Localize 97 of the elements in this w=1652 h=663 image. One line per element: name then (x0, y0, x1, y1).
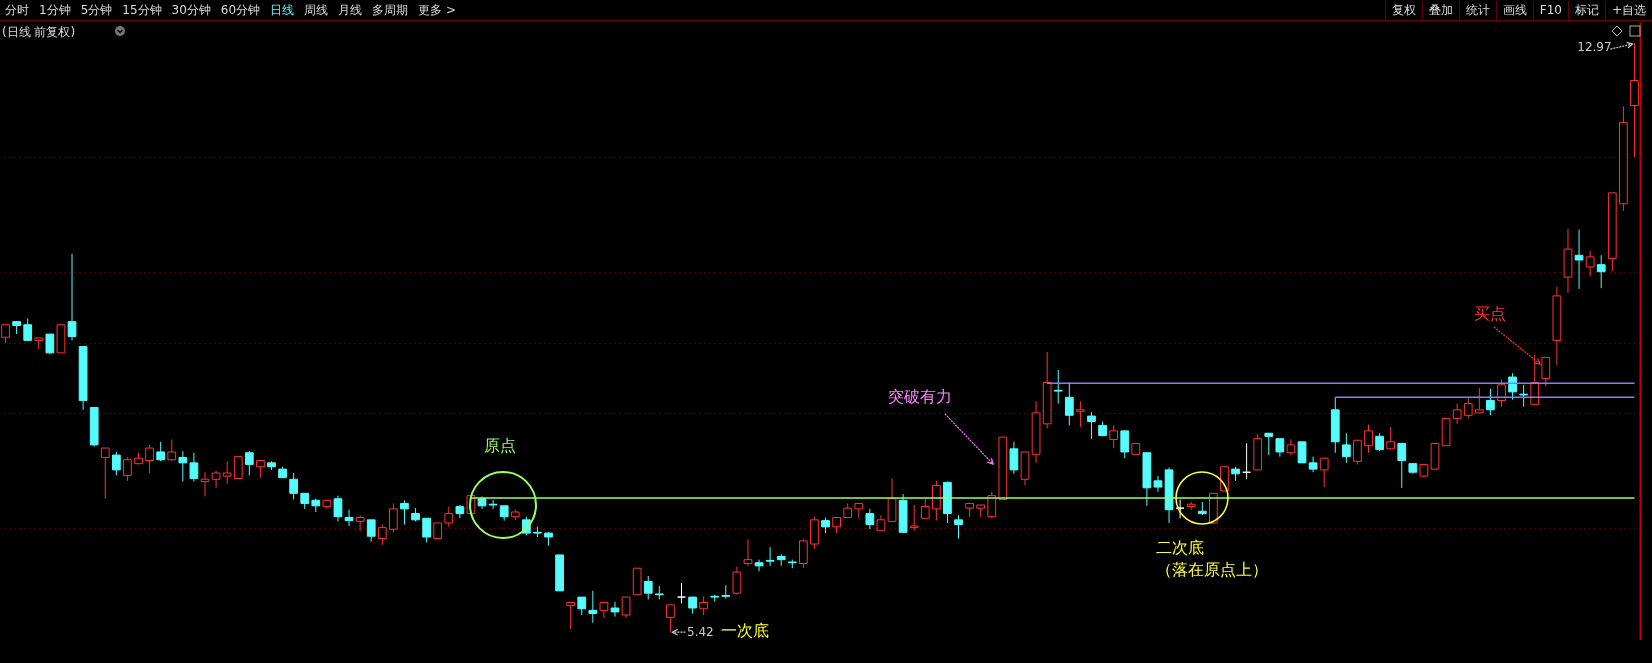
candlestick (1519, 384, 1529, 408)
candlestick (389, 502, 398, 533)
text: 叠加 (1421, 0, 1459, 20)
candlestick (1087, 411, 1096, 440)
candlestick (289, 472, 299, 501)
text: +自选 (1604, 0, 1652, 20)
candlestick (222, 460, 232, 485)
text: 5分钟 (79, 1, 114, 19)
candlestick (1064, 382, 1074, 426)
candlestick (1364, 424, 1373, 454)
text: 月线 (337, 1, 364, 19)
candlestick (422, 517, 431, 543)
text: 60分钟 (219, 1, 262, 19)
annotation: 买点 (1474, 303, 1506, 325)
annotation: 一次底 (721, 620, 769, 642)
annotation: 二次底 (1156, 537, 1204, 559)
annotation: 5.42 (687, 625, 714, 640)
candlestick (1153, 475, 1163, 493)
text: 标记 (1567, 0, 1605, 20)
candlestick (488, 499, 498, 510)
candlestick (211, 470, 221, 489)
candlestick (610, 601, 620, 618)
candlestick (377, 524, 387, 546)
candlestick (156, 441, 166, 462)
text: 日线 (269, 1, 296, 19)
candlestick (1109, 424, 1119, 449)
text: 画线 (1495, 0, 1533, 20)
candlestick (1397, 442, 1407, 489)
candlestick (643, 575, 653, 600)
annotation: 12.97 (1577, 40, 1612, 55)
candlestick (145, 444, 154, 474)
candlestick (1386, 426, 1396, 451)
text: 30分钟 (170, 1, 212, 19)
candlestick (887, 477, 897, 522)
candlestick (1009, 441, 1019, 475)
candlestick (344, 509, 354, 527)
candlestick (1463, 397, 1473, 419)
candlestick (931, 480, 941, 522)
candlestick (1341, 432, 1351, 464)
candlestick (566, 602, 576, 630)
text: 多周期 (371, 1, 410, 19)
text: 1分钟 (38, 1, 72, 19)
candlestick (444, 506, 454, 528)
candlestick (865, 508, 875, 530)
text: 复权 (1384, 0, 1422, 20)
candlestick (765, 546, 775, 567)
candlestick (1353, 439, 1362, 465)
candlestick (1474, 387, 1484, 414)
candlestick (754, 559, 764, 572)
candlestick (621, 596, 631, 619)
candlestick (1574, 229, 1584, 290)
candlestick (1541, 357, 1551, 387)
text: 统计 (1458, 0, 1496, 20)
annotation: 原点 (484, 435, 516, 457)
candlestick (588, 590, 598, 624)
candlestick (732, 566, 742, 596)
candlestick (244, 450, 254, 476)
text: F10 (1532, 0, 1568, 20)
candlestick (355, 514, 365, 532)
candlestick (1264, 432, 1274, 456)
annotation: 突破有力 (888, 386, 952, 408)
candlestick (1452, 403, 1462, 425)
candlestick (799, 538, 808, 569)
candlestick (200, 471, 210, 497)
candlestick (366, 519, 376, 543)
text: 分时 (4, 1, 30, 19)
candlestick (1497, 378, 1506, 408)
candlestick (100, 447, 110, 500)
candlestick (743, 538, 753, 567)
candlestick (1585, 250, 1595, 277)
text: 15分钟 (121, 1, 163, 19)
text: 周线 (303, 1, 330, 19)
candlestick (1076, 400, 1085, 428)
annotation: （落在原点上） (1156, 559, 1268, 581)
candlestick (67, 253, 77, 341)
candlestick (909, 504, 919, 532)
candlestick (1486, 388, 1495, 416)
candlestick (333, 495, 343, 522)
candlestick (111, 451, 121, 476)
candlestick (178, 450, 188, 483)
candlestick (1053, 369, 1063, 405)
candlestick (1508, 372, 1517, 401)
text: 更多 > (417, 1, 457, 19)
chart-title: (日线 前复权) (2, 24, 76, 41)
candlestick (189, 452, 199, 483)
candlestick (45, 333, 55, 355)
candlestick (1596, 254, 1606, 289)
candlestick (954, 514, 963, 540)
candlestick (400, 499, 409, 526)
candlestick (123, 456, 132, 482)
candlestick (1297, 441, 1307, 464)
candlestick (167, 438, 177, 462)
candlestick (1120, 430, 1130, 459)
candlestick (721, 584, 731, 600)
candlestick (1319, 456, 1329, 488)
candlestick (920, 498, 930, 519)
candlestick (699, 595, 709, 616)
